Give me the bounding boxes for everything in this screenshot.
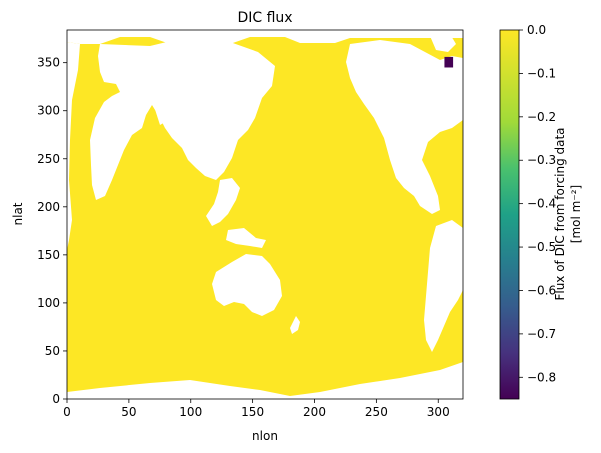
colorbar-tick-label: 0.0 [527,23,546,37]
y-tick-label: 350 [37,56,60,70]
land-maritime-se-asia [206,178,240,226]
y-tick-label: 100 [37,296,60,310]
x-axis-ticks: 0 50 100 150 200 250 300 [63,399,450,419]
land-arctic [67,30,463,44]
colorbar [500,30,519,399]
colorbar-tick-label: −0.3 [527,153,556,167]
land-masses [67,30,463,399]
land-indonesia [226,228,266,248]
colorbar-label: Flux of DIC from forcing data [mol m⁻²] [553,127,583,300]
y-axis-ticks: 0 50 100 150 200 250 300 350 [37,56,67,406]
x-tick-label: 250 [365,405,388,419]
land-antarctica [67,362,463,399]
anomaly-patch [444,56,454,68]
colorbar-label-line1: Flux of DIC from forcing data [553,127,567,300]
land-australia [212,254,282,316]
y-tick-label: 0 [52,392,60,406]
land-south-america [424,220,463,352]
y-tick-label: 300 [37,104,60,118]
y-tick-label: 250 [37,152,60,166]
y-tick-label: 200 [37,200,60,214]
y-tick-label: 50 [45,344,60,358]
x-tick-label: 300 [427,405,450,419]
y-tick-label: 150 [37,248,60,262]
x-tick-label: 150 [241,405,264,419]
x-tick-label: 0 [63,405,71,419]
land-new-zealand [290,316,300,334]
y-axis-label: nlat [11,202,25,225]
x-axis-label: nlon [252,429,278,443]
colorbar-tick-label: −0.5 [527,240,556,254]
colorbar-tick-label: −0.7 [527,327,556,341]
colorbar-tick-label: −0.6 [527,283,556,297]
x-tick-label: 50 [121,405,136,419]
land-afro-eurasia [90,40,275,200]
colorbar-tick-label: −0.1 [527,66,556,80]
chart-title: DIC flux [237,10,292,26]
colorbar-tick-label: −0.2 [527,110,556,124]
x-tick-label: 200 [303,405,326,419]
colorbar-tick-label: −0.4 [527,197,556,211]
land-left-edge [67,42,80,250]
colorbar-frame [499,29,520,400]
land-arabia [152,98,172,125]
heatmap-field [67,30,463,399]
colorbar-label-line2: [mol m⁻²] [569,185,583,243]
colorbar-ticks: 0.0 −0.1 −0.2 −0.3 −0.4 −0.5 −0.6 −0.7 −0.8 [519,23,556,384]
x-tick-label: 100 [179,405,202,419]
land-north-america [346,40,463,214]
colorbar-tick-label: −0.8 [527,370,556,384]
land-greenland [430,34,456,52]
plot-frame [66,29,464,400]
